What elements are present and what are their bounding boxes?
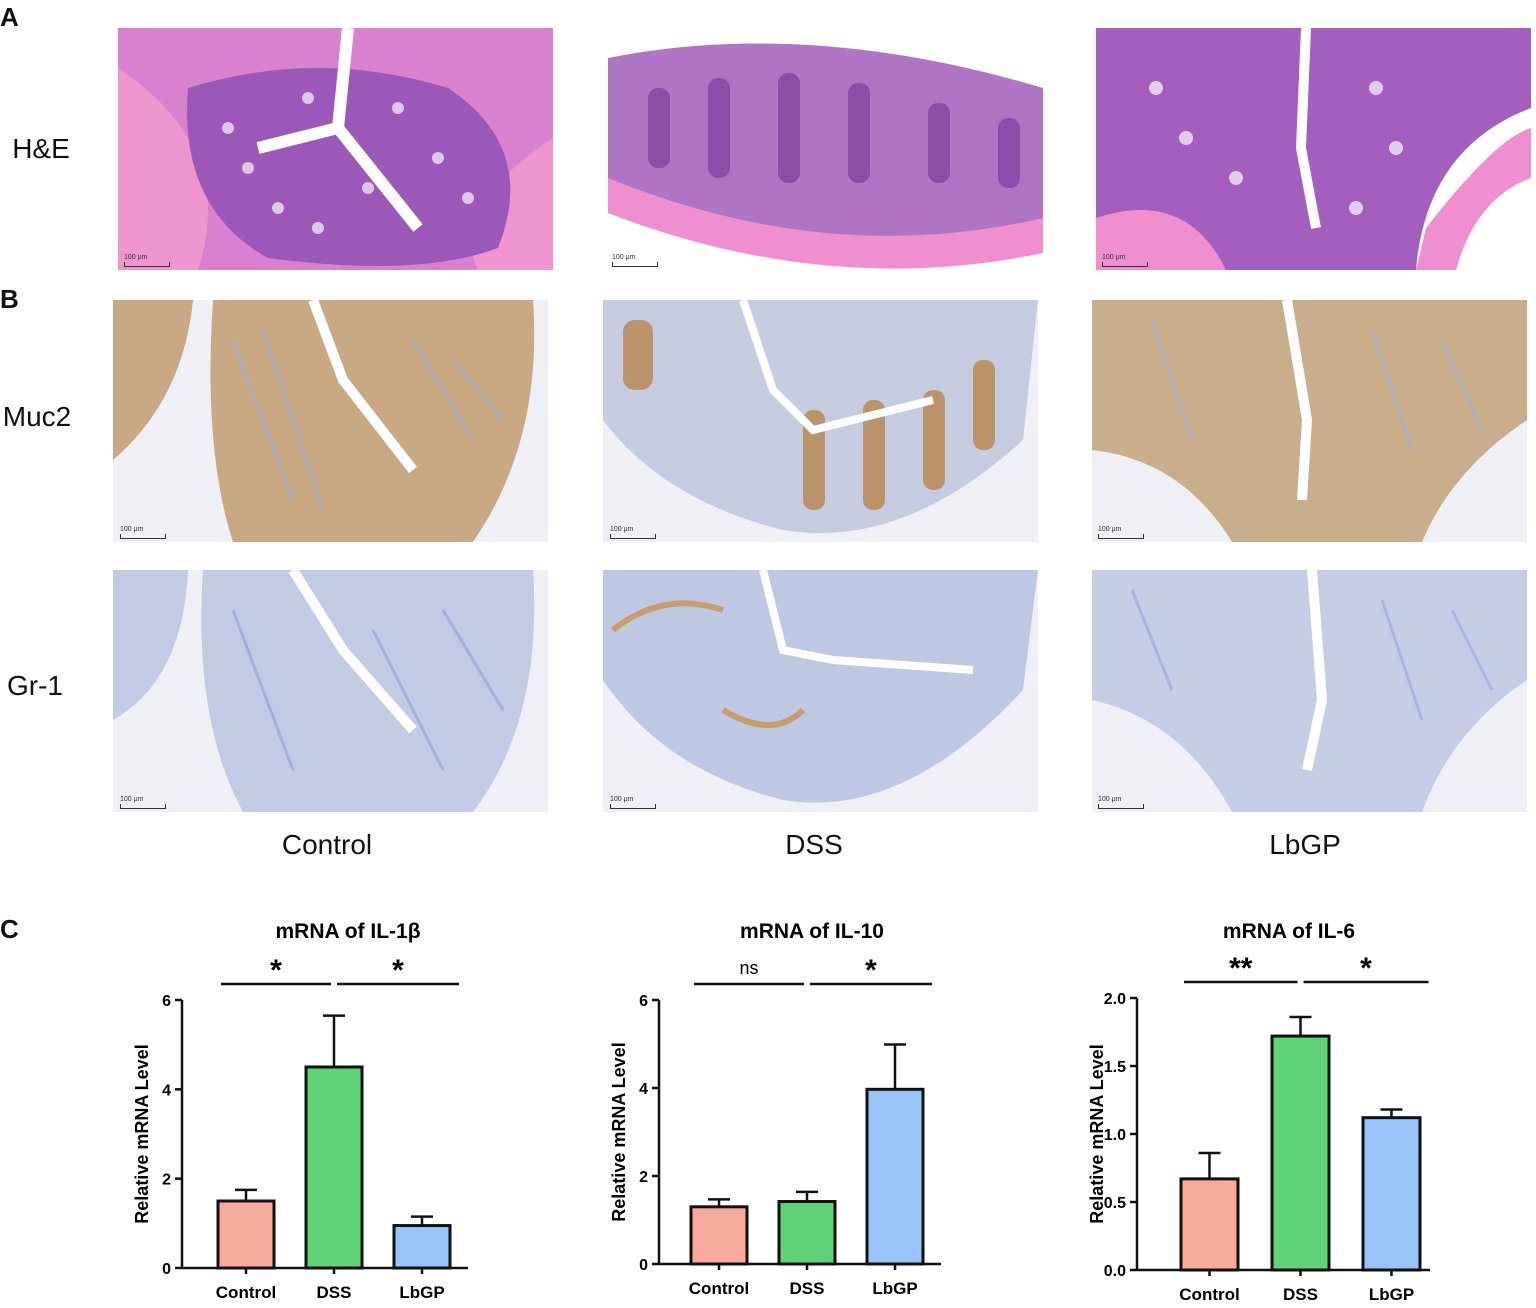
bar-chart-il1b: mRNA of IL-1β Relative mRNA Level 0 2 4 6 Cont…	[130, 905, 470, 1308]
bar-dss	[304, 1065, 364, 1270]
y-tick-label: 1.0	[1104, 1127, 1126, 1144]
bar-control	[689, 1205, 749, 1266]
bar-chart-il10-svg: mRNA of IL-10 Relative mRNA Level 0 2 4 6 Cont…	[609, 920, 941, 1298]
significance-label: *	[1360, 952, 1372, 985]
micrograph-muc2-dss	[603, 300, 1038, 542]
y-tick-label: 2	[162, 1172, 171, 1189]
y-axis-label: Relative mRNA Level	[132, 1044, 152, 1223]
significance-label: ns	[739, 958, 758, 978]
x-tick-label: DSS	[1283, 1285, 1318, 1303]
bar-chart-il6-svg: mRNA of IL-6 Relative mRNA Level 0.0 0.5 1.0…	[1087, 920, 1438, 1304]
x-tick-label: Control	[216, 1283, 276, 1302]
bar-chart-il6: mRNA of IL-6 Relative mRNA Level 0.0 0.5 1.0…	[1080, 905, 1438, 1308]
x-tick-label: Control	[689, 1279, 749, 1298]
scale-bar: 100 μm	[610, 526, 656, 539]
x-tick-label: Control	[1179, 1285, 1239, 1303]
x-tick-label: DSS	[317, 1283, 352, 1302]
y-tick-label: 6	[162, 993, 171, 1010]
y-tick-label: 0	[639, 1257, 648, 1274]
scale-bar: 100 μm	[612, 254, 658, 267]
y-axis-label: Relative mRNA Level	[1087, 1044, 1107, 1223]
scale-bar: 100 μm	[1098, 526, 1144, 539]
bar-control	[1179, 1177, 1240, 1272]
y-tick-label: 4	[162, 1082, 171, 1099]
micrograph-he-dss	[608, 28, 1043, 270]
bar-lbgp	[865, 1087, 925, 1266]
chart-title: mRNA of IL-1β	[275, 920, 420, 943]
y-tick-label: 0.0	[1104, 1263, 1126, 1280]
micrograph-gr1-lbgp	[1092, 570, 1527, 812]
column-label-lbgp: LbGP	[1269, 829, 1341, 860]
bar-chart-il1b-svg: mRNA of IL-1β Relative mRNA Level 0 2 4 6 Cont…	[132, 920, 468, 1302]
chart-title: mRNA of IL-10	[740, 920, 884, 943]
scale-bar: 100 μm	[1102, 254, 1148, 267]
micrograph-muc2-lbgp	[1092, 300, 1527, 542]
x-tick-label: LbGP	[872, 1279, 917, 1298]
column-label-dss: DSS	[785, 829, 843, 860]
bar-chart-il10: mRNA of IL-10 Relative mRNA Level 0 2 4 6 Cont…	[607, 905, 947, 1308]
y-tick-label: 6	[639, 993, 648, 1010]
bar-dss	[777, 1200, 837, 1266]
y-tick-label: 0	[162, 1261, 171, 1278]
significance-label: **	[1229, 952, 1253, 985]
row-label-muc2: Muc2	[2, 401, 72, 432]
bar-lbgp	[1361, 1116, 1422, 1272]
bar-dss	[1270, 1034, 1331, 1272]
scale-bar: 100 μm	[610, 796, 656, 809]
x-tick-label: DSS	[790, 1279, 825, 1298]
bar-control	[216, 1199, 276, 1270]
micrograph-he-lbgp	[1096, 28, 1531, 270]
y-axis-label: Relative mRNA Level	[609, 1042, 629, 1221]
y-tick-label: 2	[639, 1169, 648, 1186]
scale-bar: 100 μm	[120, 526, 166, 539]
bar-lbgp	[392, 1224, 452, 1270]
y-tick-label: 1.5	[1104, 1059, 1126, 1076]
significance-label: *	[865, 954, 877, 987]
y-tick-label: 2.0	[1104, 991, 1126, 1008]
y-tick-label: 4	[639, 1081, 648, 1098]
panel-letter-c: C	[0, 914, 19, 944]
chart-title: mRNA of IL-6	[1223, 920, 1355, 943]
scale-bar: 100 μm	[1098, 796, 1144, 809]
scale-bar: 100 μm	[120, 796, 166, 809]
micrograph-he-control	[118, 28, 553, 270]
row-label-he: H&E	[12, 133, 70, 164]
significance-label: *	[392, 954, 404, 987]
x-tick-label: LbGP	[399, 1283, 444, 1302]
micrograph-gr1-control	[113, 570, 548, 812]
micrograph-gr1-dss	[603, 570, 1038, 812]
micrograph-muc2-control	[113, 300, 548, 542]
x-tick-label: LbGP	[1369, 1285, 1414, 1303]
significance-label: *	[270, 954, 282, 987]
panel-letter-b: B	[0, 284, 19, 314]
y-tick-label: 0.5	[1104, 1195, 1126, 1212]
row-label-gr1: Gr-1	[7, 670, 63, 701]
column-label-control: Control	[281, 829, 373, 860]
panel-letter-a: A	[0, 2, 19, 32]
scale-bar: 100 μm	[124, 254, 170, 267]
